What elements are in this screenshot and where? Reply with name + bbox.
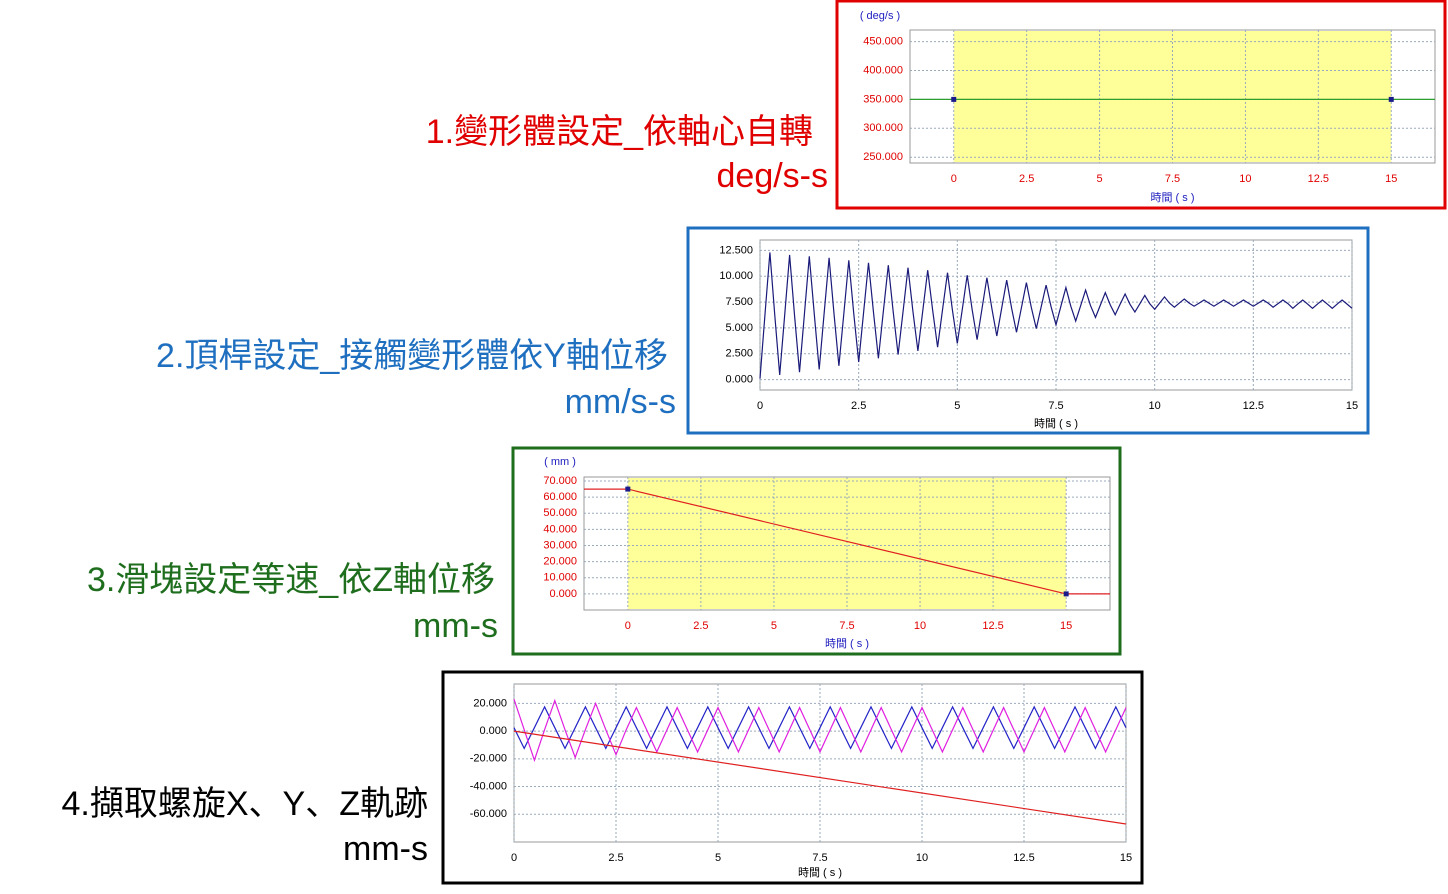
y-tick-label: 0.000 (725, 374, 753, 386)
y-tick-label: 400.000 (863, 64, 903, 76)
series-line (627, 488, 1067, 595)
x-tick-label: 12.5 (1013, 852, 1034, 864)
y-axis-label: ( mm ) (544, 456, 576, 468)
series-line (513, 730, 1127, 825)
series-line (513, 705, 1127, 750)
y-tick-label: 0.000 (549, 588, 577, 600)
y-tick-label: 60.000 (543, 491, 577, 503)
x-axis-label: 時間 ( s ) (1151, 191, 1195, 204)
x-tick-label: 2.5 (1019, 173, 1034, 185)
x-tick-label: 15 (1385, 173, 1397, 185)
x-tick-label: 2.5 (693, 620, 708, 632)
x-tick-label: 15 (1120, 852, 1132, 864)
highlight-band (627, 478, 1067, 609)
x-tick-label: 0 (757, 400, 763, 412)
y-tick-label: 0.000 (479, 725, 507, 737)
caption-unit: mm-s (343, 830, 428, 868)
y-tick-label: 20.000 (473, 697, 507, 709)
x-tick-label: 0 (951, 173, 957, 185)
x-tick-label: 7.5 (812, 852, 827, 864)
caption-unit: mm-s (413, 607, 498, 645)
y-tick-label: 350.000 (863, 93, 903, 105)
x-axis-label: 時間 ( s ) (798, 866, 842, 879)
x-tick-label: 7.5 (1165, 173, 1180, 185)
x-tick-label: 5 (715, 852, 721, 864)
y-tick-label: 12.500 (719, 244, 753, 256)
caption-title: 2.頂桿設定_接觸變形體依Y軸位移 (156, 337, 668, 375)
highlight-band (953, 31, 1392, 162)
x-tick-label: 5 (954, 400, 960, 412)
point-marker (1388, 96, 1394, 102)
y-tick-label: 5.000 (725, 322, 753, 334)
x-tick-label: 5 (1097, 173, 1103, 185)
x-axis-label: 時間 ( s ) (825, 637, 869, 650)
x-tick-label: 10 (916, 852, 928, 864)
x-tick-label: 5 (771, 620, 777, 632)
y-tick-label: 50.000 (543, 507, 577, 519)
x-tick-label: 0 (511, 852, 517, 864)
plot-area (513, 683, 1127, 843)
y-tick-label: 10.000 (719, 270, 753, 282)
caption-title: 3.滑塊設定等速_依Z軸位移 (87, 561, 495, 599)
y-tick-label: -60.000 (470, 808, 507, 820)
y-tick-label: 300.000 (863, 122, 903, 134)
series-line (513, 698, 1127, 763)
y-tick-label: 2.500 (725, 348, 753, 360)
y-tick-label: 7.500 (725, 296, 753, 308)
x-tick-label: 15 (1060, 620, 1072, 632)
caption-unit: mm/s-s (565, 383, 676, 421)
y-tick-label: 30.000 (543, 539, 577, 551)
x-tick-label: 10 (1149, 400, 1161, 412)
y-tick-label: 10.000 (543, 572, 577, 584)
caption-title: 1.變形體設定_依軸心自轉 (426, 113, 813, 151)
y-tick-label: 40.000 (543, 523, 577, 535)
x-axis-label: 時間 ( s ) (1034, 417, 1078, 430)
x-tick-label: 12.5 (1243, 400, 1264, 412)
x-tick-label: 15 (1346, 400, 1358, 412)
x-tick-label: 12.5 (1308, 173, 1329, 185)
caption-unit: deg/s-s (717, 157, 829, 195)
x-tick-label: 2.5 (608, 852, 623, 864)
caption-title: 4.擷取螺旋X、Y、Z軌跡 (62, 785, 428, 823)
y-tick-label: -40.000 (470, 780, 507, 792)
y-tick-label: 70.000 (543, 475, 577, 487)
x-tick-label: 2.5 (851, 400, 866, 412)
point-marker (1063, 591, 1069, 597)
point-marker (625, 486, 631, 492)
y-axis-label: ( deg/s ) (860, 10, 900, 22)
x-tick-label: 10 (914, 620, 926, 632)
y-tick-label: 250.000 (863, 151, 903, 163)
x-tick-label: 7.5 (1048, 400, 1063, 412)
y-tick-label: -20.000 (470, 753, 507, 765)
series-line (759, 252, 1353, 379)
x-tick-label: 10 (1239, 173, 1251, 185)
y-tick-label: 20.000 (543, 556, 577, 568)
x-tick-label: 0 (625, 620, 631, 632)
x-tick-label: 12.5 (982, 620, 1003, 632)
point-marker (951, 96, 957, 102)
y-tick-label: 450.000 (863, 35, 903, 47)
x-tick-label: 7.5 (839, 620, 854, 632)
